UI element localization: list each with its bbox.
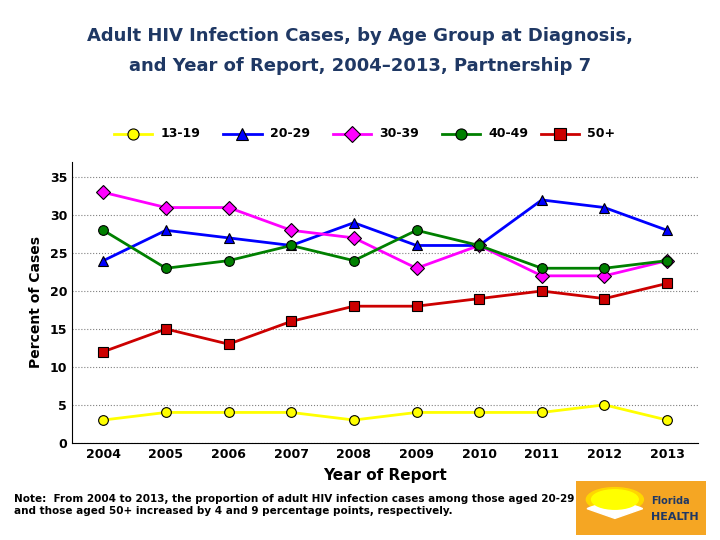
30-39 xyxy=(663,258,672,264)
13-19 xyxy=(349,417,358,423)
30-39 xyxy=(287,227,295,233)
20-29 xyxy=(349,219,358,226)
Line: 50+: 50+ xyxy=(99,279,672,356)
20-29 xyxy=(287,242,295,249)
50+ xyxy=(287,318,295,325)
50+ xyxy=(99,348,107,355)
20-29 xyxy=(474,242,483,249)
20-29 xyxy=(600,204,609,211)
30-39 xyxy=(224,204,233,211)
13-19 xyxy=(99,417,107,423)
40-49 xyxy=(412,227,420,233)
40-49 xyxy=(474,242,483,249)
30-39 xyxy=(412,265,420,272)
Circle shape xyxy=(592,490,638,509)
50+ xyxy=(538,288,546,294)
20-29 xyxy=(412,242,420,249)
Text: 50+: 50+ xyxy=(587,127,615,140)
Text: HEALTH: HEALTH xyxy=(651,512,699,522)
Text: Adult HIV Infection Cases, by Age Group at Diagnosis,: Adult HIV Infection Cases, by Age Group … xyxy=(87,27,633,45)
40-49 xyxy=(538,265,546,272)
Text: 13-19: 13-19 xyxy=(161,127,200,140)
13-19 xyxy=(412,409,420,416)
Line: 30-39: 30-39 xyxy=(99,187,672,281)
30-39 xyxy=(161,204,170,211)
Line: 20-29: 20-29 xyxy=(99,195,672,266)
13-19 xyxy=(600,402,609,408)
Wedge shape xyxy=(587,503,643,518)
FancyBboxPatch shape xyxy=(576,481,706,535)
50+ xyxy=(663,280,672,287)
13-19 xyxy=(538,409,546,416)
30-39 xyxy=(474,242,483,249)
50+ xyxy=(349,303,358,309)
Text: 30-39: 30-39 xyxy=(379,127,419,140)
50+ xyxy=(474,295,483,302)
Y-axis label: Percent of Cases: Percent of Cases xyxy=(29,237,42,368)
40-49 xyxy=(600,265,609,272)
40-49 xyxy=(161,265,170,272)
40-49 xyxy=(224,258,233,264)
50+ xyxy=(600,295,609,302)
20-29 xyxy=(161,227,170,233)
30-39 xyxy=(538,273,546,279)
X-axis label: Year of Report: Year of Report xyxy=(323,468,447,483)
50+ xyxy=(224,341,233,347)
40-49 xyxy=(99,227,107,233)
30-39 xyxy=(349,235,358,241)
20-29 xyxy=(224,235,233,241)
Line: 13-19: 13-19 xyxy=(99,400,672,425)
50+ xyxy=(161,326,170,332)
Text: and Year of Report, 2004–2013, Partnership 7: and Year of Report, 2004–2013, Partnersh… xyxy=(129,57,591,75)
40-49 xyxy=(349,258,358,264)
Text: 20-29: 20-29 xyxy=(270,127,310,140)
30-39 xyxy=(600,273,609,279)
Text: Florida: Florida xyxy=(651,496,690,506)
Circle shape xyxy=(586,488,644,511)
13-19 xyxy=(287,409,295,416)
40-49 xyxy=(287,242,295,249)
Text: Note:  From 2004 to 2013, the proportion of adult HIV infection cases among thos: Note: From 2004 to 2013, the proportion … xyxy=(14,494,575,516)
20-29 xyxy=(99,258,107,264)
20-29 xyxy=(538,197,546,203)
Line: 40-49: 40-49 xyxy=(99,225,672,273)
13-19 xyxy=(474,409,483,416)
13-19 xyxy=(224,409,233,416)
30-39 xyxy=(99,189,107,195)
13-19 xyxy=(663,417,672,423)
50+ xyxy=(412,303,420,309)
13-19 xyxy=(161,409,170,416)
40-49 xyxy=(663,258,672,264)
Text: 40-49: 40-49 xyxy=(489,127,528,140)
20-29 xyxy=(663,227,672,233)
